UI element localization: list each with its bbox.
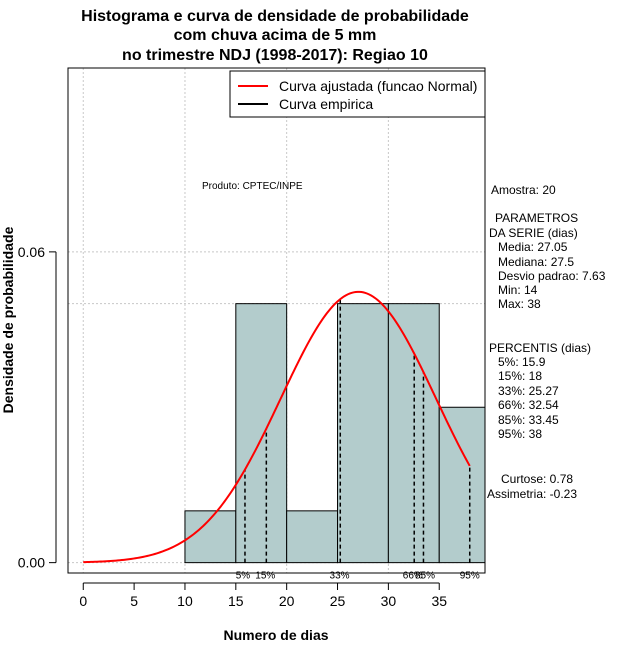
x-tick-label: 30 [381, 593, 397, 609]
histogram-bar [235, 303, 288, 564]
percentile-labels: 5% 15% 33% 66%85% 95% [236, 571, 480, 582]
percentile-lines [244, 299, 471, 563]
percentile-label: 95% [460, 571, 480, 582]
normal-curve-line [83, 290, 471, 564]
percentile-label: 15% [255, 571, 275, 582]
histogram-bar [286, 510, 339, 564]
axes: 0 5 10 15 20 25 30 35 0.00 0.06 [18, 244, 447, 609]
legend-label-fitted: Curva ajustada (funcao Normal) [279, 78, 477, 94]
stat-params-header-2: DA SERIE (dias) [489, 226, 578, 240]
y-tick-label: 0.06 [18, 244, 45, 260]
legend: Curva ajustada (funcao Normal) Curva emp… [229, 70, 486, 118]
chart-title: Histograma e curva de densidade de proba… [81, 8, 469, 64]
percentile-label: 33% [330, 571, 350, 582]
stat-percentis-header: PERCENTIS (dias) [489, 341, 591, 355]
stat-desvio: Desvio padrao: 7.63 [498, 269, 606, 283]
stat-mediana: Mediana: 27.5 [498, 255, 574, 269]
percentile-label: 5% [236, 571, 251, 582]
stat-p66: 66%: 32.54 [498, 398, 559, 412]
normal-curve [83, 290, 471, 564]
stat-p15: 15%: 18 [498, 369, 542, 383]
chart-title-line-3: no trimestre NDJ (1998-2017): Regiao 10 [122, 47, 428, 64]
x-axis-label: Numero de dias [223, 627, 328, 643]
histogram-bars [184, 303, 486, 564]
stat-p33: 33%: 25.27 [498, 384, 559, 398]
stat-amostra: Amostra: 20 [491, 183, 556, 197]
x-tick-label: 15 [228, 593, 244, 609]
legend-label-empirical: Curva empirica [279, 96, 373, 112]
x-tick-label: 20 [279, 593, 295, 609]
plot-frame [67, 67, 486, 574]
legend-box [229, 70, 486, 118]
x-tick-label: 0 [79, 593, 87, 609]
chart-title-line-2: com chuva acima de 5 mm [174, 27, 377, 44]
y-tick-label: 0.00 [18, 555, 45, 571]
chart-title-line-1: Histograma e curva de densidade de proba… [81, 8, 469, 25]
histogram-bar [337, 303, 389, 564]
percentile-label: 66% [403, 571, 423, 582]
stat-media: Media: 27.05 [498, 240, 568, 254]
x-tick-label: 25 [330, 593, 346, 609]
y-axis-label: Densidade de probabilidade [0, 226, 16, 413]
stat-max: Max: 38 [498, 297, 541, 311]
stat-min: Min: 14 [498, 283, 538, 297]
percentile-label: 85% [415, 571, 435, 582]
stat-p5: 5%: 15.9 [498, 355, 546, 369]
x-tick-label: 35 [431, 593, 447, 609]
x-tick-label: 5 [130, 593, 138, 609]
stat-params-header-1: PARAMETROS [495, 211, 578, 225]
histogram-bar [438, 406, 486, 564]
product-label: Produto: CPTEC/INPE [202, 181, 303, 192]
x-tick-label: 10 [177, 593, 193, 609]
stat-p95: 95%: 38 [498, 427, 542, 441]
stat-p85: 85%: 33.45 [498, 413, 559, 427]
stat-curtose: Curtose: 0.78 [501, 472, 573, 486]
stat-assimetria: Assimetria: -0.23 [487, 487, 577, 501]
stats-panel: Amostra: 20 PARAMETROS DA SERIE (dias) M… [487, 183, 606, 501]
